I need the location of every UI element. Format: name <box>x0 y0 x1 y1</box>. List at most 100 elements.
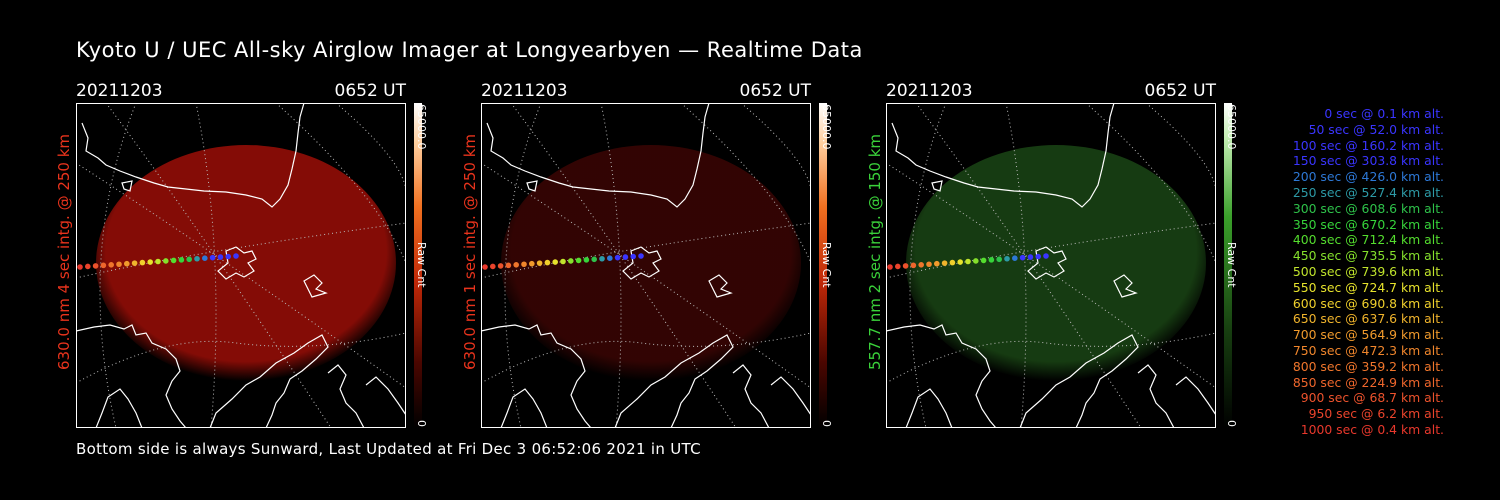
panel-2-bar-max: 65000.0 <box>820 104 833 150</box>
panel-3-bar-min: 0 <box>1225 420 1238 427</box>
coastline <box>217 246 257 280</box>
graticule-line <box>1005 103 1027 428</box>
legend-row: 1000 sec @ 0.4 km alt. <box>1300 421 1444 437</box>
panel-1-colorbar <box>414 103 422 428</box>
panel-3: 20211203 0652 UT <box>886 81 1216 428</box>
track-point <box>186 256 192 263</box>
panel-2-side-label: 630.0 nm 1 sec intg. @ 250 km <box>461 133 479 370</box>
track-point <box>887 264 893 270</box>
legend-row: 500 sec @ 739.6 km alt. <box>1292 263 1444 279</box>
coastline <box>1027 246 1067 280</box>
track-point <box>988 257 995 263</box>
altitude-legend: 0 sec @ 0.1 km alt. 50 sec @ 52.0 km alt… <box>1262 106 1444 438</box>
track-point <box>116 261 122 268</box>
panel-3-time: 0652 UT <box>1144 81 1217 101</box>
legend-row: 400 sec @ 712.4 km alt. <box>1292 232 1444 248</box>
graticule-line <box>680 103 811 264</box>
coastline <box>95 388 143 428</box>
track-point <box>552 259 558 265</box>
graticule-line <box>76 222 406 279</box>
coastline <box>1137 364 1175 428</box>
track-point <box>926 261 932 268</box>
legend-row: 800 sec @ 359.2 km alt. <box>1292 358 1444 374</box>
track-point <box>1012 255 1018 261</box>
track-point <box>77 264 83 270</box>
panel-2-bar-unit: Raw Cnt <box>820 242 833 288</box>
coastline <box>1113 274 1138 298</box>
coastline <box>81 103 305 208</box>
coastline <box>1175 376 1216 416</box>
track-point <box>965 258 971 265</box>
track-point <box>529 260 535 267</box>
panel-frame <box>76 103 406 428</box>
panel-3-side-label: 557.7 nm 2 sec intg. @ 150 km <box>866 133 884 370</box>
track-point <box>934 260 940 267</box>
track-point <box>202 255 208 261</box>
panel-1-bar-min: 0 <box>415 420 428 427</box>
track-point <box>209 254 216 261</box>
track-point <box>575 257 582 264</box>
track-point <box>560 258 566 265</box>
graticule-line <box>275 103 406 264</box>
panel-1-bar-unit: Raw Cnt <box>415 242 428 288</box>
track-point <box>568 258 574 264</box>
track-point <box>980 257 987 264</box>
track-point <box>638 253 644 259</box>
graticule-line <box>1085 103 1216 264</box>
track-point <box>949 259 956 266</box>
track-point <box>630 253 636 260</box>
graticule-line <box>481 222 811 279</box>
track-point <box>599 255 605 262</box>
panel-2: 20211203 0652 UT <box>481 81 811 428</box>
track-point <box>482 264 488 270</box>
coastline <box>526 180 538 192</box>
track-point <box>497 263 504 269</box>
panel-1-time: 0652 UT <box>334 81 407 101</box>
legend-row: 450 sec @ 735.5 km alt. <box>1292 248 1444 264</box>
legend-row: 700 sec @ 564.9 km alt. <box>1292 327 1444 343</box>
coastline <box>622 246 662 280</box>
track-point <box>902 263 909 269</box>
track-point <box>996 256 1002 263</box>
panel-3-date: 20211203 <box>886 81 973 101</box>
track-point <box>536 260 543 266</box>
track-point <box>513 262 519 268</box>
panel-3-map <box>886 103 1216 428</box>
panel-1-map <box>76 103 406 428</box>
track-point <box>194 255 200 262</box>
coastline <box>327 364 365 428</box>
track-point <box>607 255 613 261</box>
legend-row: 750 sec @ 472.3 km alt. <box>1292 342 1444 358</box>
coastline <box>209 334 329 428</box>
footer-status: Bottom side is always Sunward, Last Upda… <box>76 440 701 458</box>
track-point <box>170 257 177 264</box>
graticule-line <box>600 103 622 428</box>
track-point <box>490 263 496 270</box>
coastline <box>76 324 187 428</box>
track-point <box>108 262 114 268</box>
track-point <box>583 257 590 263</box>
track-point <box>544 259 551 266</box>
track-point <box>1027 254 1034 260</box>
coastline <box>365 376 406 416</box>
panel-2-time: 0652 UT <box>739 81 812 101</box>
track-point <box>614 254 621 261</box>
track-point <box>233 253 239 259</box>
coastline <box>303 274 328 298</box>
track-point <box>139 259 146 266</box>
track-point <box>1035 253 1041 260</box>
sky-image <box>501 145 801 381</box>
track-point <box>85 263 91 270</box>
legend-row: 100 sec @ 160.2 km alt. <box>1292 137 1444 153</box>
legend-row: 550 sec @ 724.7 km alt. <box>1292 279 1444 295</box>
sky-image <box>96 145 396 381</box>
panel-3-colorbar <box>1224 103 1232 428</box>
panel-2-bar-min: 0 <box>820 420 833 427</box>
track-point <box>957 259 963 265</box>
coastline <box>931 180 943 192</box>
legend-row: 250 sec @ 527.4 km alt. <box>1292 184 1444 200</box>
track-point <box>895 263 901 270</box>
track-point <box>225 253 231 260</box>
legend-row: 300 sec @ 608.6 km alt. <box>1292 200 1444 216</box>
panel-1-date: 20211203 <box>76 81 163 101</box>
